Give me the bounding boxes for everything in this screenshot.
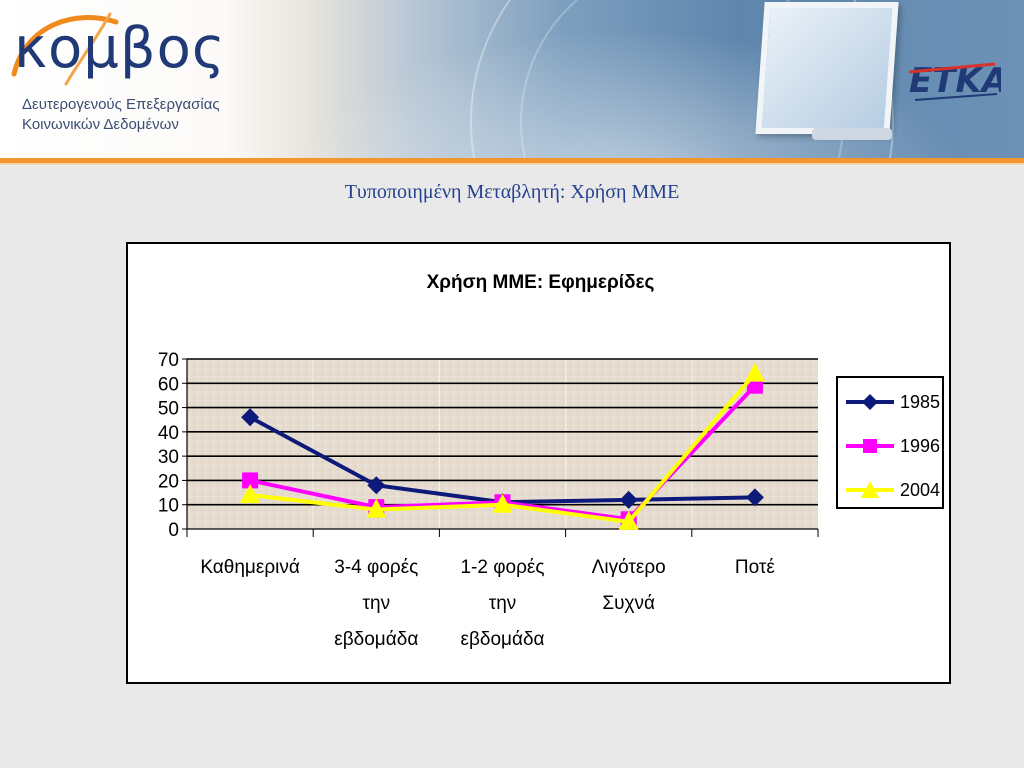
y-tick-label: 70 bbox=[158, 350, 179, 371]
header-divider bbox=[0, 163, 1024, 165]
slide-title: Τυποποιημένη Μεταβλητή: Χρήση ΜΜΕ bbox=[344, 181, 680, 203]
data-point bbox=[367, 476, 386, 495]
chart-title: Χρήση ΜΜΕ: Εφημερίδες bbox=[426, 272, 655, 293]
header-divider bbox=[0, 158, 1024, 163]
x-tick-label: την bbox=[489, 593, 517, 614]
legend-item: 2004 bbox=[844, 478, 940, 502]
logo-text: κομβος bbox=[14, 16, 226, 81]
y-tick-label: 40 bbox=[158, 423, 179, 444]
data-point bbox=[240, 484, 261, 503]
data-point bbox=[618, 510, 639, 530]
x-tick-label: Ποτέ bbox=[735, 557, 776, 578]
data-point bbox=[241, 408, 260, 427]
data-point bbox=[619, 490, 638, 509]
logo-subtitle: Κοινωνικών Δεδομένων bbox=[22, 116, 179, 133]
legend-label: 1985 bbox=[900, 392, 941, 412]
etka-logo: ΕΤΚΑ bbox=[908, 61, 1001, 101]
legend-label: 1996 bbox=[900, 436, 941, 456]
data-point bbox=[746, 377, 763, 394]
x-tick-label: Συχνά bbox=[602, 593, 655, 614]
y-tick-label: 0 bbox=[168, 520, 179, 541]
logo-swoosh-icon bbox=[11, 12, 119, 86]
legend-item: 1996 bbox=[844, 434, 940, 458]
legend-marker-1996 bbox=[846, 439, 894, 453]
monitor-icon bbox=[742, 0, 912, 146]
legend-item: 1985 bbox=[844, 390, 940, 414]
line-chart: 0 10 20 30 40 50 60 70 Καθημερινά 3-4 φορές την εβδ… bbox=[158, 350, 819, 650]
data-point bbox=[366, 498, 387, 518]
x-tick-label: την bbox=[363, 593, 391, 614]
y-tick-label: 20 bbox=[158, 471, 179, 492]
x-tick-label: 3-4 φορές bbox=[334, 557, 418, 578]
data-point bbox=[242, 472, 259, 489]
chart-frame: Χρήση ΜΜΕ: Εφημερίδες 0 10 20 30 40 50 60 70 Καθ… bbox=[126, 242, 951, 684]
y-tick-label: 10 bbox=[158, 496, 179, 517]
logo-subtitle: Δευτερογενούς Επεξεργασίας bbox=[22, 96, 220, 113]
data-point bbox=[492, 493, 513, 513]
chart-legend: 1985 1996 2004 bbox=[836, 376, 944, 509]
legend-marker-2004 bbox=[846, 481, 894, 498]
x-tick-label: 1-2 φορές bbox=[460, 557, 544, 578]
x-tick-label: Καθημερινά bbox=[200, 557, 300, 578]
y-tick-label: 30 bbox=[158, 447, 179, 468]
x-tick-label: εβδομάδα bbox=[334, 629, 418, 650]
x-tick-label: εβδομάδα bbox=[460, 629, 544, 650]
legend-marker-1985 bbox=[846, 394, 894, 410]
x-tick-label: Λιγότερο bbox=[592, 557, 666, 578]
data-point bbox=[744, 362, 765, 382]
y-tick-label: 60 bbox=[158, 374, 179, 395]
y-tick-label: 50 bbox=[158, 399, 179, 420]
data-point bbox=[745, 488, 764, 507]
legend-label: 2004 bbox=[900, 480, 941, 500]
header-banner: κομβος Δευτερογενούς Επεξεργασίας Κοινων… bbox=[0, 0, 1024, 158]
